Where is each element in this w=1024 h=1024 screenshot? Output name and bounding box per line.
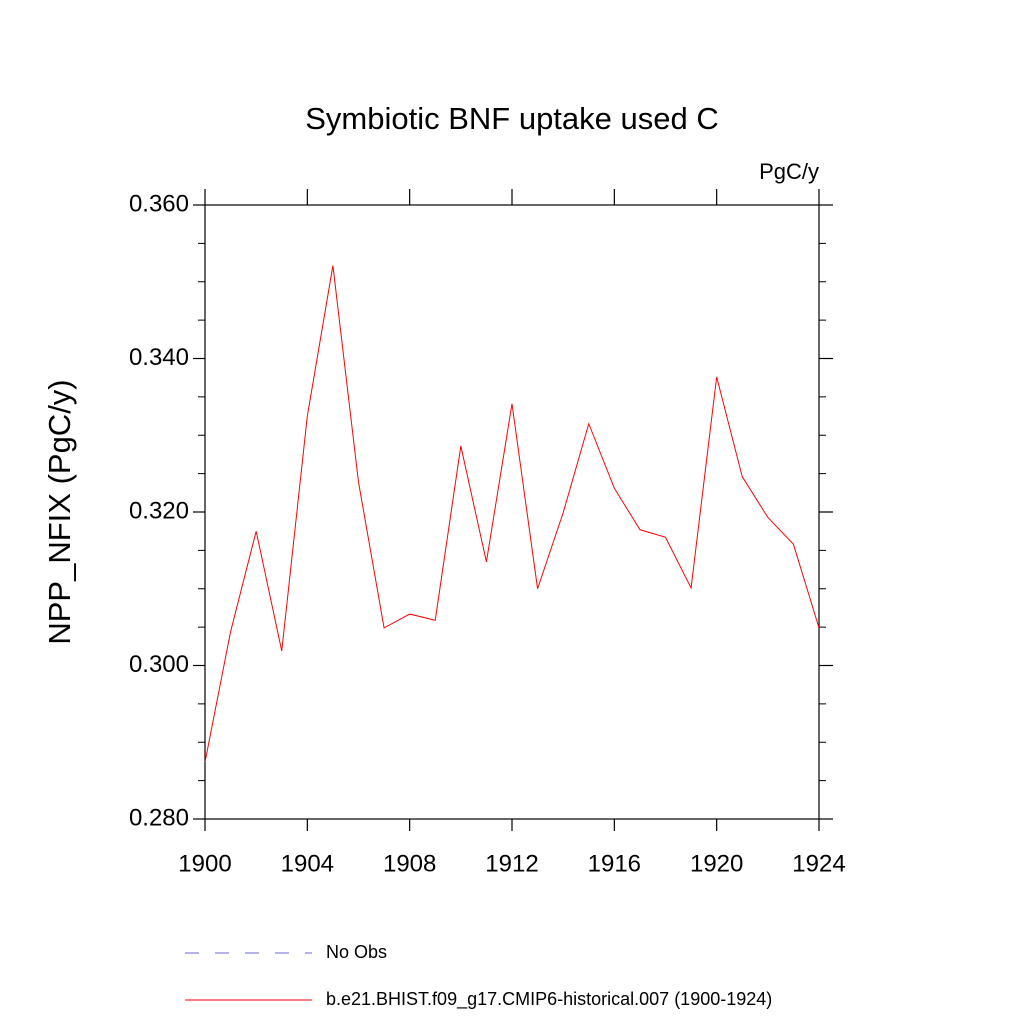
x-tick-label: 1904 xyxy=(281,850,334,877)
x-tick-label: 1908 xyxy=(383,850,436,877)
x-tick-label: 1900 xyxy=(178,850,231,877)
y-tick-label: 0.300 xyxy=(129,651,189,678)
data-line xyxy=(204,265,820,763)
units-label: PgC/y xyxy=(759,159,819,184)
x-tick-label: 1912 xyxy=(485,850,538,877)
x-tick-label: 1916 xyxy=(588,850,641,877)
y-axis-label: NPP_NFIX (PgC/y) xyxy=(42,379,77,644)
y-tick-label: 0.280 xyxy=(129,804,189,831)
x-tick-label: 1924 xyxy=(792,850,845,877)
y-tick-label: 0.360 xyxy=(129,190,189,217)
legend-label: b.e21.BHIST.f09_g17.CMIP6-historical.007… xyxy=(326,989,772,1010)
chart-title: Symbiotic BNF uptake used C xyxy=(305,101,719,136)
y-tick-label: 0.320 xyxy=(129,497,189,524)
y-tick-label: 0.340 xyxy=(129,344,189,371)
legend-label: No Obs xyxy=(326,942,387,962)
x-tick-label: 1920 xyxy=(690,850,743,877)
